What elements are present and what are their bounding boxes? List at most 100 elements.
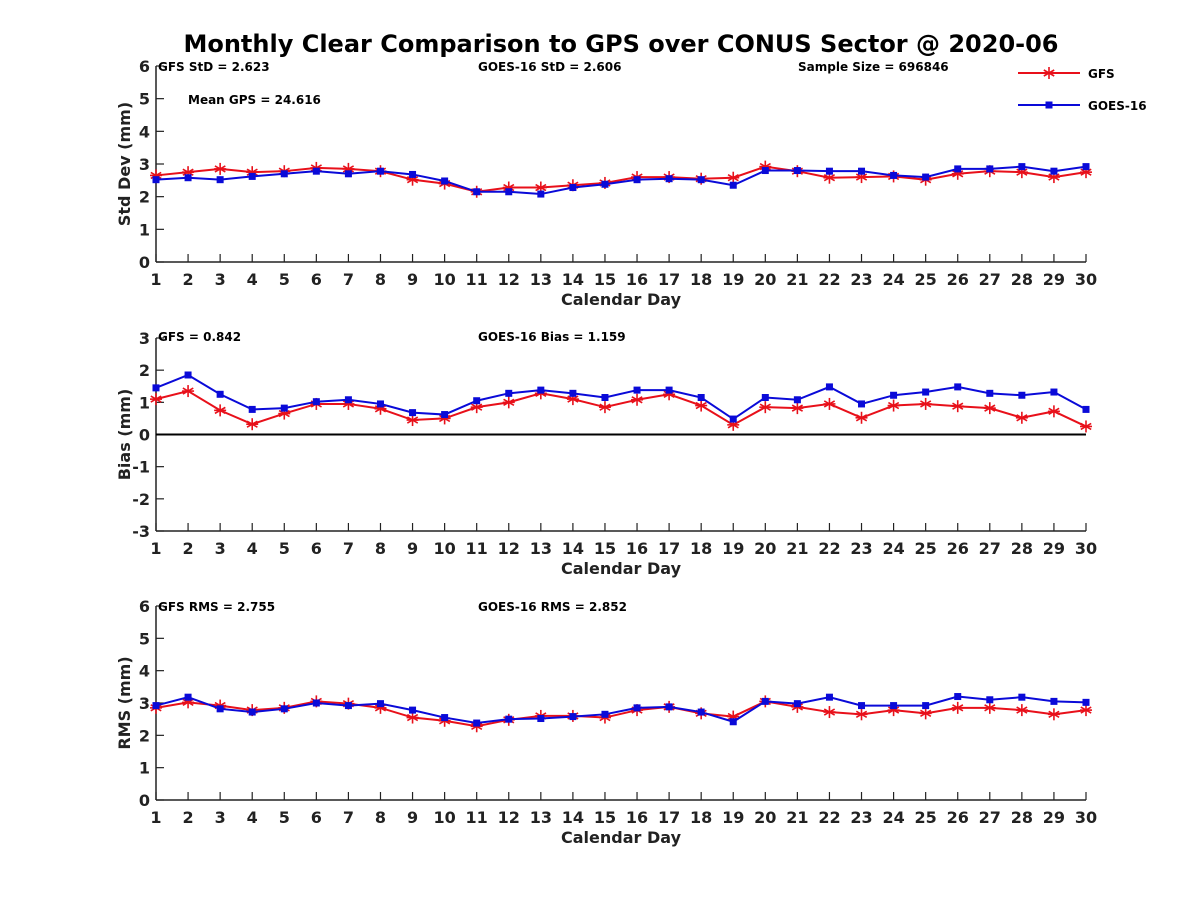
data-point-gfs [791, 402, 804, 415]
y-tick-label: 2 [139, 361, 150, 380]
data-point-goes16 [344, 702, 352, 710]
x-tick-label: 8 [375, 808, 386, 827]
data-point-gfs [246, 418, 259, 431]
x-tick-label: 17 [658, 808, 680, 827]
x-tick-label: 24 [882, 539, 904, 558]
x-tick-label: 29 [1043, 270, 1065, 289]
x-tick-label: 22 [818, 539, 840, 558]
data-point-goes16 [665, 386, 673, 394]
data-point-gfs [695, 399, 708, 412]
data-point-goes16 [665, 175, 673, 183]
x-tick-label: 13 [530, 539, 552, 558]
data-point-gfs [727, 418, 740, 431]
x-tick-label: 23 [850, 808, 872, 827]
data-point-gfs [1015, 411, 1028, 424]
x-tick-label: 20 [754, 539, 776, 558]
x-tick-label: 4 [247, 539, 258, 558]
data-point-goes16 [729, 415, 737, 423]
data-point-goes16 [441, 411, 449, 419]
x-axis-label: Calendar Day [561, 828, 682, 847]
x-tick-label: 16 [626, 539, 648, 558]
chart-title: Monthly Clear Comparison to GPS over CON… [183, 30, 1059, 58]
data-point-goes16 [890, 702, 898, 710]
data-point-gfs [919, 397, 932, 410]
x-tick-label: 3 [215, 808, 226, 827]
x-tick-label: 25 [915, 808, 937, 827]
x-axis-label: Calendar Day [561, 290, 682, 309]
x-tick-label: 17 [658, 539, 680, 558]
data-point-goes16 [601, 710, 609, 718]
stat-annotation: GOES-16 Bias = 1.159 [478, 330, 626, 344]
data-point-goes16 [280, 705, 288, 713]
data-point-gfs [566, 393, 579, 406]
data-point-goes16 [184, 371, 192, 379]
data-point-goes16 [986, 165, 994, 173]
data-point-gfs [502, 396, 515, 409]
x-tick-label: 5 [279, 270, 290, 289]
series-line-gfs [155, 165, 1087, 193]
data-point-gfs [150, 393, 162, 406]
x-tick-label: 3 [215, 270, 226, 289]
data-point-goes16 [986, 389, 994, 397]
stat-annotation: Mean GPS = 24.616 [188, 93, 321, 107]
data-point-gfs [823, 397, 836, 410]
data-point-gfs [823, 706, 836, 719]
y-tick-label: 1 [139, 759, 150, 778]
legend-marker-goes16 [1045, 101, 1053, 109]
x-tick-label: 29 [1043, 539, 1065, 558]
data-point-gfs [855, 411, 868, 424]
x-tick-label: 7 [343, 539, 354, 558]
data-point-goes16 [409, 170, 417, 178]
y-tick-label: 5 [139, 90, 150, 109]
x-tick-label: 1 [150, 270, 161, 289]
x-tick-label: 14 [562, 270, 584, 289]
data-point-goes16 [505, 715, 513, 723]
x-tick-label: 20 [754, 808, 776, 827]
data-point-gfs [823, 171, 836, 184]
data-point-goes16 [858, 702, 866, 710]
data-point-goes16 [1050, 697, 1058, 705]
data-point-goes16 [376, 400, 384, 408]
series-line-gfs [155, 390, 1087, 428]
data-point-gfs [887, 704, 900, 717]
data-point-goes16 [216, 176, 224, 184]
legend-marker-gfs [1043, 67, 1055, 79]
data-point-goes16 [569, 713, 577, 721]
x-tick-label: 6 [311, 539, 322, 558]
data-point-goes16 [216, 390, 224, 398]
data-point-goes16 [280, 170, 288, 178]
data-point-goes16 [825, 167, 833, 175]
x-tick-label: 4 [247, 808, 258, 827]
data-point-goes16 [825, 693, 833, 701]
stat-annotation: GFS = 0.842 [158, 330, 241, 344]
data-point-goes16 [537, 190, 545, 198]
data-point-goes16 [344, 170, 352, 178]
legend-label: GFS [1088, 67, 1115, 81]
data-point-goes16 [152, 384, 160, 392]
stat-annotation: GOES-16 RMS = 2.852 [478, 600, 627, 614]
x-tick-label: 24 [882, 808, 904, 827]
data-point-gfs [855, 171, 868, 184]
x-tick-label: 20 [754, 270, 776, 289]
legend: GFS GOES-16 [1018, 67, 1147, 113]
stat-annotation: GFS RMS = 2.755 [158, 600, 275, 614]
y-tick-label: 0 [139, 791, 150, 810]
data-point-goes16 [152, 176, 160, 184]
data-point-goes16 [344, 396, 352, 404]
y-tick-label: 1 [139, 220, 150, 239]
x-tick-label: 19 [722, 539, 744, 558]
data-point-goes16 [473, 397, 481, 405]
x-tick-label: 21 [786, 270, 808, 289]
data-point-goes16 [1018, 391, 1026, 399]
data-point-gfs [951, 701, 964, 714]
x-tick-label: 6 [311, 270, 322, 289]
data-point-gfs [855, 708, 868, 721]
data-point-goes16 [825, 383, 833, 391]
legend-label: GOES-16 [1088, 99, 1147, 113]
y-tick-label: 4 [139, 662, 150, 681]
x-tick-label: 1 [150, 808, 161, 827]
data-point-goes16 [922, 173, 930, 181]
x-tick-label: 5 [279, 808, 290, 827]
y-tick-label: 3 [139, 694, 150, 713]
data-point-goes16 [986, 696, 994, 704]
